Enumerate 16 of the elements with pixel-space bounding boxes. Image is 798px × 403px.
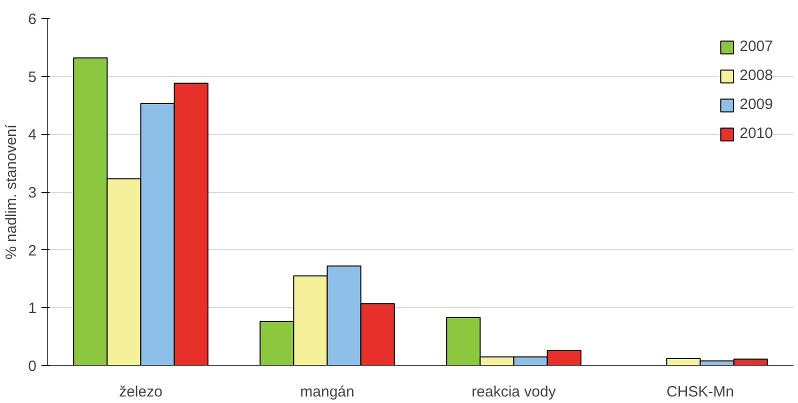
x-tick-label: CHSK-Mn [666,384,734,400]
legend-label: 2007 [740,38,773,55]
legend-label: 2010 [740,125,773,142]
x-tick-label: železo [119,384,162,400]
y-tick-label: 4 [28,126,36,144]
legend-label: 2008 [740,67,773,84]
y-tick-label: 6 [28,11,36,28]
y-tick-label: 5 [28,68,36,86]
legend-label: 2009 [740,96,773,113]
y-tick-label: 2 [28,242,36,260]
x-tick-label: mangán [300,384,354,400]
y-axis-title: % nadlim. stanovení [3,124,20,260]
y-tick-label: 1 [28,300,36,318]
y-tick-label: 0 [28,358,36,375]
y-tick-label: 3 [28,184,36,202]
x-tick-label: reakcia vody [472,384,556,400]
